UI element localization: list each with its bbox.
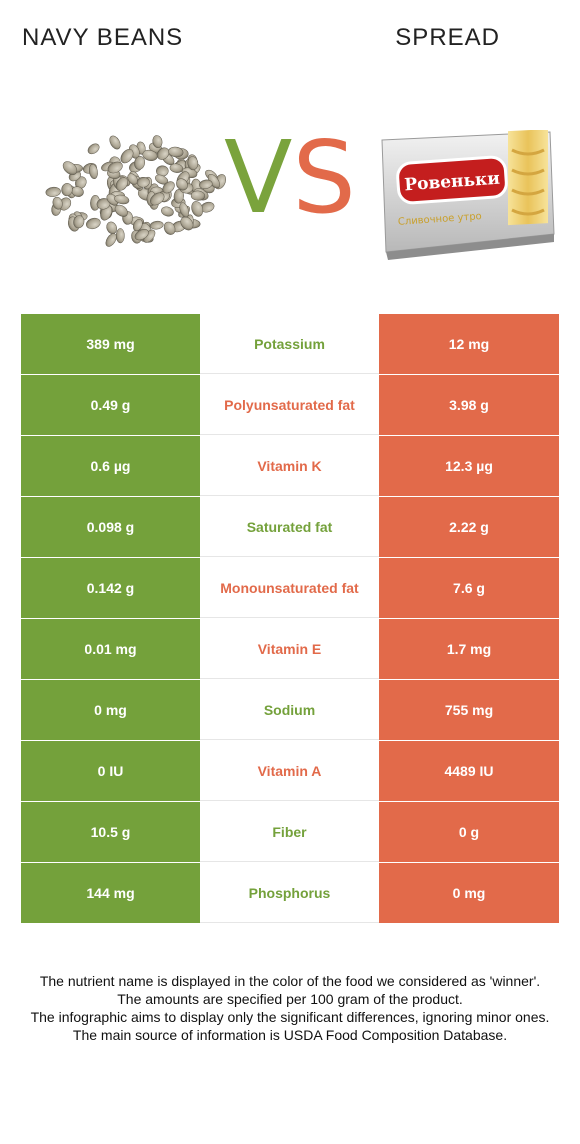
right-value: 7.6 g	[379, 558, 559, 618]
left-value: 0.142 g	[21, 558, 200, 618]
right-value: 0 mg	[379, 863, 559, 923]
bean-shape	[169, 163, 184, 173]
nutrient-name: Vitamin E	[200, 619, 379, 679]
footer-line: The amounts are specified per 100 gram o…	[117, 991, 463, 1007]
bean-shape	[176, 178, 188, 191]
nutrient-name: Vitamin K	[200, 436, 379, 496]
bean-shape	[61, 183, 73, 197]
left-value: 0.01 mg	[21, 619, 200, 679]
bean-shape	[168, 146, 184, 158]
bean-shape	[134, 156, 146, 170]
nutrient-name: Phosphorus	[200, 863, 379, 923]
bean-shape	[114, 194, 130, 205]
bean-shape	[179, 202, 189, 218]
left-value: 0.6 µg	[21, 436, 200, 496]
table-row: 0 mg Sodium 755 mg	[21, 680, 559, 741]
vs-v-letter: V	[224, 119, 293, 236]
right-value: 3.98 g	[379, 375, 559, 435]
left-value: 0 IU	[21, 741, 200, 801]
nutrient-name: Potassium	[200, 314, 379, 374]
bean-shape	[87, 143, 100, 155]
table-row: 0.142 g Monounsaturated fat 7.6 g	[21, 558, 559, 619]
bean-shape	[107, 161, 123, 174]
table-row: 10.5 g Fiber 0 g	[21, 802, 559, 863]
bean-shape	[163, 221, 176, 235]
footer-line: The nutrient name is displayed in the co…	[39, 973, 541, 989]
vs-label: VS	[224, 128, 356, 228]
right-value: 12 mg	[379, 314, 559, 374]
table-row: 144 mg Phosphorus 0 mg	[21, 863, 559, 924]
left-value: 144 mg	[21, 863, 200, 923]
spread-package-image: Ровеньки Сливочное утро	[381, 130, 555, 260]
left-value: 0 mg	[21, 680, 200, 740]
nutrient-name: Saturated fat	[200, 497, 379, 557]
bean-shape	[199, 179, 213, 190]
table-row: 0.098 g Saturated fat 2.22 g	[21, 497, 559, 558]
navy-beans-image	[45, 135, 227, 247]
bean-shape	[86, 217, 101, 230]
right-value: 2.22 g	[379, 497, 559, 557]
table-row: 0 IU Vitamin A 4489 IU	[21, 741, 559, 802]
left-value: 0.49 g	[21, 375, 200, 435]
bean-shape	[134, 228, 149, 241]
bean-shape	[190, 190, 206, 201]
footer-line: The main source of information is USDA F…	[72, 1027, 508, 1043]
bean-shape	[187, 156, 199, 171]
bean-shape	[120, 148, 134, 164]
bean-shape	[88, 164, 98, 179]
bean-shape	[114, 204, 128, 217]
left-value: 0.098 g	[21, 497, 200, 557]
nutrient-name: Monounsaturated fat	[200, 558, 379, 618]
nutrient-name: Polyunsaturated fat	[200, 375, 379, 435]
footer-line: The infographic aims to display only the…	[30, 1009, 550, 1025]
bean-shape	[52, 196, 63, 210]
left-value: 389 mg	[21, 314, 200, 374]
right-value: 4489 IU	[379, 741, 559, 801]
right-value: 1.7 mg	[379, 619, 559, 679]
nutrient-name: Sodium	[200, 680, 379, 740]
bean-shape	[142, 149, 158, 161]
bean-shape	[62, 161, 78, 175]
footer-notes: The nutrient name is displayed in the co…	[20, 972, 560, 1044]
bean-shape	[161, 206, 174, 217]
bean-shape	[191, 201, 204, 217]
bean-shape	[180, 216, 194, 231]
bean-shape	[115, 177, 128, 191]
nutrient-name: Fiber	[200, 802, 379, 862]
vs-s-letter: S	[292, 119, 356, 236]
bean-shape	[109, 135, 121, 150]
bean-shape	[136, 176, 150, 188]
bean-shape	[150, 192, 165, 206]
bean-shape	[105, 233, 117, 247]
left-value: 10.5 g	[21, 802, 200, 862]
right-value: 12.3 µg	[379, 436, 559, 496]
hero-section: VS Ровеньки Сливочное утро	[0, 100, 580, 280]
bean-shape	[127, 173, 138, 185]
right-food-title: SPREAD	[395, 24, 500, 51]
bean-shape	[162, 181, 175, 194]
right-value: 755 mg	[379, 680, 559, 740]
bean-shape	[132, 219, 143, 232]
table-row: 0.49 g Polyunsaturated fat 3.98 g	[21, 375, 559, 436]
bean-shape	[149, 220, 164, 230]
bean-shape	[115, 228, 125, 244]
nutrient-name: Vitamin A	[200, 741, 379, 801]
bean-shape	[152, 135, 163, 149]
bean-shape	[156, 147, 170, 160]
bean-shape	[45, 186, 61, 197]
left-food-title: NAVY BEANS	[22, 24, 184, 51]
right-value: 0 g	[379, 802, 559, 862]
table-row: 0.6 µg Vitamin K 12.3 µg	[21, 436, 559, 497]
table-row: 389 mg Potassium 12 mg	[21, 314, 559, 375]
comparison-table: 389 mg Potassium 12 mg 0.49 g Polyunsaturate…	[21, 314, 559, 924]
table-row: 0.01 mg Vitamin E 1.7 mg	[21, 619, 559, 680]
bean-shape	[73, 215, 85, 229]
